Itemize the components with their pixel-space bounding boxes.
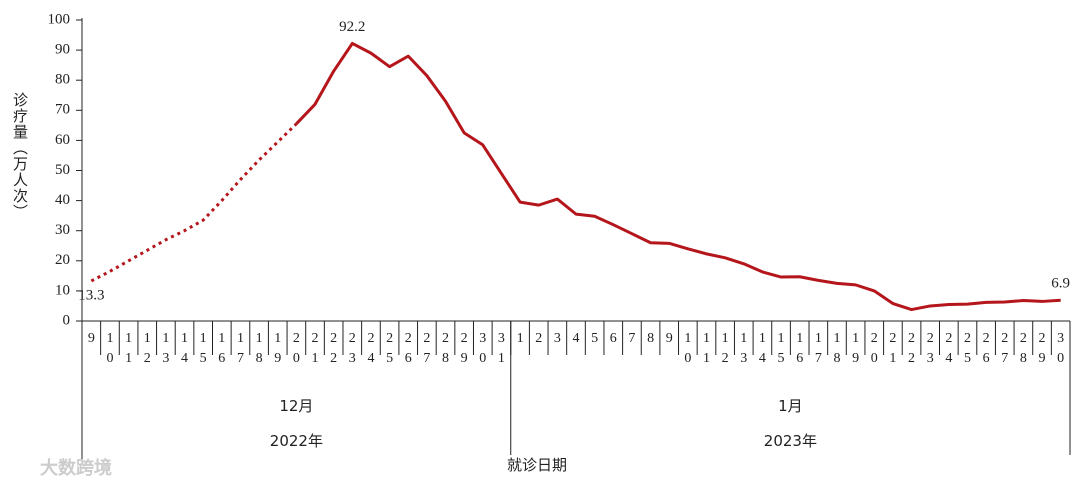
y-tick-label: 10 [55,282,70,298]
x-tick-label: 17 [236,331,244,366]
year-label: 2022年 [269,432,323,450]
x-tick-label: 11 [125,331,133,366]
x-tick-label: 21 [311,331,319,366]
y-tick-label: 70 [55,102,70,118]
x-tick-label: 18 [833,331,841,366]
y-tick-label: 40 [55,192,70,208]
x-tick-label: 19 [274,331,282,366]
x-tick-label: 23 [926,331,934,366]
y-axis-label: 诊疗量（万人次） [11,92,29,220]
x-tick-label: 26 [404,331,412,366]
x-tick-label: 6 [609,331,617,346]
x-tick-label: 21 [889,331,897,366]
month-label: 12月 [279,397,314,415]
y-tick-label: 50 [55,162,70,178]
x-tick-label: 30 [1057,331,1065,366]
data-label: 6.9 [1051,276,1070,292]
x-tick-label: 12 [143,331,151,366]
x-tick-label: 12 [721,331,729,366]
x-tick-label: 18 [255,331,263,366]
x-tick-label: 11 [702,331,710,366]
x-tick-label: 27 [423,331,431,366]
x-tick-label: 25 [963,331,971,366]
line [295,41,1061,312]
x-tick-label: 15 [777,331,785,366]
x-tick-label: 3 [553,331,561,346]
x-tick-label: 5 [591,331,599,346]
x-tick-label: 30 [479,331,487,366]
x-tick-label: 16 [218,331,226,366]
year-label: 2023年 [763,432,817,450]
watermark: 大数跨境 [40,458,112,479]
x-tick-label: 19 [852,331,860,366]
x-axis-label: 就诊日期 [506,456,568,474]
x-tick-label: 4 [572,331,580,346]
x-tick-label: 28 [442,331,449,366]
x-tick-label: 24 [945,331,953,366]
y-tick-label: 60 [55,132,70,148]
x-tick-label: 13 [162,331,170,366]
x-tick-label: 20 [870,331,878,366]
x-tick-label: 14 [181,331,189,366]
y-tick-label: 80 [55,72,70,88]
x-tick-label: 20 [292,331,300,366]
x-tick-label: 29 [1038,331,1046,366]
y-tick-label: 20 [55,252,70,268]
y-tick-label: 90 [55,42,70,58]
x-tick-label: 26 [982,331,990,366]
x-tick-label: 15 [199,331,207,366]
data-label: 92.2 [339,19,365,35]
x-tick-label: 31 [497,331,505,366]
x-tick-label: 8 [647,331,655,346]
x-tick-label: 13 [740,331,748,366]
y-tick-label: 100 [48,11,71,27]
x-tick-label: 2 [535,331,543,346]
x-tick-label: 23 [348,331,356,366]
x-tick-label: 27 [1001,331,1009,366]
x-tick-label: 29 [460,331,468,366]
x-tick-label: 9 [665,331,673,346]
line-dotted [90,122,298,283]
data-label: 13.3 [78,287,104,303]
x-tick-label: 1 [516,331,524,346]
x-tick-label: 14 [758,331,766,366]
x-tick-label: 25 [386,331,394,366]
y-tick-label: 30 [55,222,70,238]
x-tick-label: 22 [330,331,338,366]
x-tick-label: 17 [814,331,822,366]
x-tick-label: 10 [684,331,692,366]
x-tick-label: 16 [796,331,804,366]
x-tick-label: 7 [628,331,636,346]
x-tick-label: 10 [106,331,114,366]
x-tick-label: 9 [87,331,95,346]
y-tick-label: 0 [63,312,71,328]
x-tick-label: 22 [908,331,916,366]
x-tick-label: 24 [367,331,375,366]
month-label: 1月 [778,397,803,415]
x-tick-label: 28 [1019,331,1027,366]
